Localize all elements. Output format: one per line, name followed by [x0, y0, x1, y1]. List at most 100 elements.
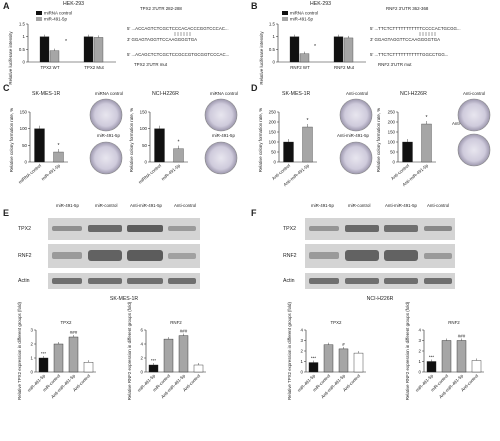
y-tick-label: 50: [271, 150, 276, 155]
panel-a-seq-mut: 5' ...ACAGCTCTCGCTCCGCCGTGCGGTCCCAC...: [127, 52, 229, 57]
bar: [178, 335, 189, 373]
panel-f-chart-rnf2: RNF2 0 1 2 3 4 Relative RNF2 expression in dif…: [405, 301, 484, 400]
blot-band: [345, 225, 379, 232]
y-tick-label: 0: [31, 370, 34, 375]
colony-plate-image: [339, 141, 373, 175]
bar: [471, 360, 482, 373]
y-axis-label: Relative RNF2 expression in different gr…: [127, 301, 132, 400]
blot-band: [52, 226, 82, 231]
chart-title: TPX2: [61, 320, 73, 325]
x-tick-label: miRNA control: [137, 163, 162, 185]
bar: [308, 362, 319, 373]
y-tick-label: 250: [388, 110, 396, 115]
blot-strip-rnf2: [305, 244, 455, 268]
bar: [441, 340, 452, 373]
bar: [343, 37, 354, 63]
blot-band: [384, 250, 418, 261]
blot-band: [127, 250, 163, 261]
y-tick-label: 200: [269, 120, 277, 125]
significance-mark: *: [306, 118, 308, 124]
bar: [38, 357, 49, 373]
legend-swatch-mir: [36, 17, 42, 21]
bar: [193, 364, 204, 373]
blot-row-label: TPX2: [283, 226, 296, 232]
panel-e-chart-tpx2: TPX2 0 1 2 3 Relative TPX2 expression in diff…: [17, 301, 96, 400]
bar: [154, 128, 165, 163]
legend-label-control: miRNA control: [44, 11, 72, 16]
significance-mark: #: [342, 342, 345, 347]
blot-row-label: Actin: [283, 278, 295, 284]
y-tick-label: 100: [269, 140, 277, 145]
y-tick-label: 0.5: [19, 47, 26, 52]
blot-strip-tpx2: [48, 218, 200, 240]
panel-d-cell-2: NCI-H226R: [400, 91, 427, 97]
blot-row-label: RNF2: [18, 253, 32, 259]
y-tick-label: 0: [141, 370, 144, 375]
panel-b-seq-mut-title: RNF2 3'UTR mut: [378, 62, 412, 67]
bar: [421, 123, 432, 163]
y-tick-label: 0: [419, 370, 422, 375]
y-tick-label: 3: [31, 328, 34, 333]
y-tick-label: 0: [301, 370, 304, 375]
y-tick-label: 1: [23, 34, 26, 39]
panel-a-seq-wt: 5' ...ACCAGTCTCGCTCCCACACCCGGTCCCAC...: [127, 26, 229, 31]
y-tick-label: 0.5: [269, 47, 276, 52]
blot-band: [309, 226, 339, 231]
colony-plate-image: [457, 133, 491, 167]
lane-label: miR-491-5p: [311, 203, 334, 208]
y-tick-label: 100: [20, 126, 28, 131]
panel-a-chart: 0 0.5 1 1.5 TPX2 WT TPX2 Mut *: [19, 22, 116, 70]
y-tick-label: 1.5: [269, 22, 276, 27]
y-tick-label: 2: [141, 356, 144, 361]
panel-letter-e: E: [3, 208, 9, 218]
legend-swatch-control: [282, 11, 288, 15]
colony-plate-image: [204, 141, 238, 175]
panel-b-seq-mir: 3' GGAGTAGGTTCCAAGGGGTGA: [370, 37, 440, 42]
bar: [353, 352, 364, 373]
y-tick-label: 50: [390, 150, 395, 155]
y-tick-label: 4: [301, 328, 304, 333]
blot-strip-rnf2: [48, 244, 200, 268]
panel-d-plate-label-2: Anti-miR-491-5p: [337, 133, 370, 138]
panel-e: E miR-491-5p miR-control Anti-miR-491-5p…: [3, 203, 206, 400]
y-tick-label: 1: [273, 34, 276, 39]
y-tick-label: 4: [419, 328, 422, 333]
y-tick-label: 50: [22, 143, 27, 148]
colony-plate-image: [204, 98, 238, 132]
bar: [53, 343, 64, 373]
panel-c: C SK-MES-1R NCI-H226R Relative colony fo…: [3, 83, 238, 185]
significance-mark: *: [177, 140, 179, 146]
blot-band: [52, 252, 82, 259]
panel-letter-b: B: [251, 1, 258, 11]
panel-b-chart: 0 0.5 1 1.5 RNF2 WT RNF2 Mut *: [269, 22, 366, 70]
panel-c-ylabel-2: Relative colony formation rate, %: [129, 108, 134, 173]
significance-mark: ###: [180, 329, 188, 334]
blot-band: [309, 278, 339, 284]
bar: [83, 362, 94, 373]
y-tick-label: 0: [273, 60, 276, 65]
blot-band: [424, 278, 452, 284]
legend-label-mir: miR-491-5p: [290, 17, 313, 22]
panel-e-chart-rnf2: RNF2 0 2 4 6 Relative RNF2 expression in diff…: [127, 301, 206, 400]
panel-b-seq-mut: 5' ...TTCTCTTTTTTTTTTTGGCCTGG...: [370, 52, 448, 57]
lane-label: miR-control: [348, 203, 370, 208]
blot-band: [384, 225, 418, 232]
x-tick-label: miR-491-5p: [160, 163, 181, 182]
bar: [173, 148, 184, 163]
panel-letter-a: A: [3, 1, 10, 11]
panel-c-plate-label-3: miRNA control: [210, 91, 238, 96]
y-tick-label: 2: [419, 349, 422, 354]
y-axis-label: Relative RNF2 expression in different gr…: [405, 301, 410, 400]
blot-strip-actin: [48, 273, 200, 289]
significance-mark: ###: [70, 330, 78, 335]
panel-b-seq-wt: 5' ...TTCTCTTTTTTTTTTTCCCCACTGCGG...: [370, 26, 461, 31]
bar: [283, 141, 294, 163]
significance-mark: *: [314, 44, 316, 50]
blot-band: [88, 250, 122, 261]
panel-c-cell-2: NCI-H226R: [152, 91, 179, 97]
bar: [426, 361, 437, 373]
y-tick-label: 3: [419, 338, 422, 343]
panel-b: B HEK-293 miRNA control miR-491-5p Relat…: [251, 1, 461, 85]
blot-band: [88, 278, 122, 284]
y-tick-label: 0: [23, 60, 26, 65]
